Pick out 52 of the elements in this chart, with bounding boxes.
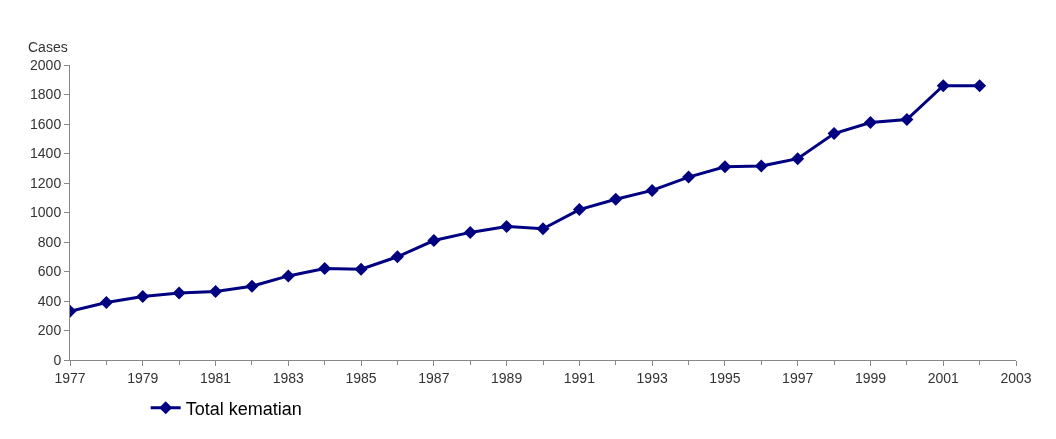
point — [645, 183, 659, 197]
point — [427, 234, 441, 248]
x-tick-label: 1995 — [709, 369, 741, 386]
point — [754, 159, 768, 173]
y-tick-label: 200 — [37, 322, 62, 339]
point — [354, 262, 368, 276]
point — [863, 116, 877, 130]
x-tick-label: 1989 — [491, 369, 523, 386]
point — [791, 152, 805, 166]
point — [209, 284, 223, 298]
x-tick-label: 2003 — [1000, 369, 1032, 386]
y-axis-title: Cases — [28, 39, 68, 55]
point — [245, 279, 259, 293]
y-tick-label: 400 — [37, 292, 62, 309]
point — [390, 250, 404, 264]
x-tick-label: 1981 — [199, 369, 232, 386]
point — [281, 269, 295, 283]
point — [682, 170, 696, 184]
y-tick-label: 1400 — [30, 145, 62, 162]
y-tick-label: 1200 — [30, 174, 62, 191]
point — [99, 295, 113, 309]
point — [536, 222, 550, 236]
x-tick-label: 1983 — [272, 369, 305, 386]
y-tick-label: 600 — [37, 263, 62, 280]
y-tick-label: 1000 — [30, 204, 62, 221]
y-tick-label: 2000 — [30, 56, 62, 73]
point — [827, 127, 841, 141]
x-tick-label: 1979 — [127, 369, 159, 386]
y-tick-label: 800 — [37, 233, 62, 250]
point — [936, 79, 950, 93]
x-tick-label: 1977 — [54, 369, 86, 386]
x-tick-label: 1991 — [563, 369, 596, 386]
point — [136, 290, 150, 304]
point — [900, 113, 914, 127]
point — [500, 220, 514, 234]
x-tick-label: 1999 — [854, 369, 887, 386]
y-tick-label: 1800 — [30, 86, 62, 103]
point — [572, 203, 586, 217]
y-tick-label: 1600 — [30, 115, 62, 132]
point — [973, 79, 987, 93]
x-tick-label: 2001 — [927, 369, 960, 386]
point — [718, 160, 732, 174]
point — [463, 225, 477, 239]
point — [609, 192, 623, 206]
x-tick-label: 1997 — [782, 369, 814, 386]
legend-label: Total kematian — [185, 398, 302, 419]
y-tick-label: 0 — [53, 351, 62, 368]
x-tick-label: 1993 — [636, 369, 668, 386]
x-tick-label: 1985 — [345, 369, 377, 386]
x-tick-label: 1987 — [418, 369, 450, 386]
point — [172, 286, 186, 300]
point — [318, 262, 332, 276]
